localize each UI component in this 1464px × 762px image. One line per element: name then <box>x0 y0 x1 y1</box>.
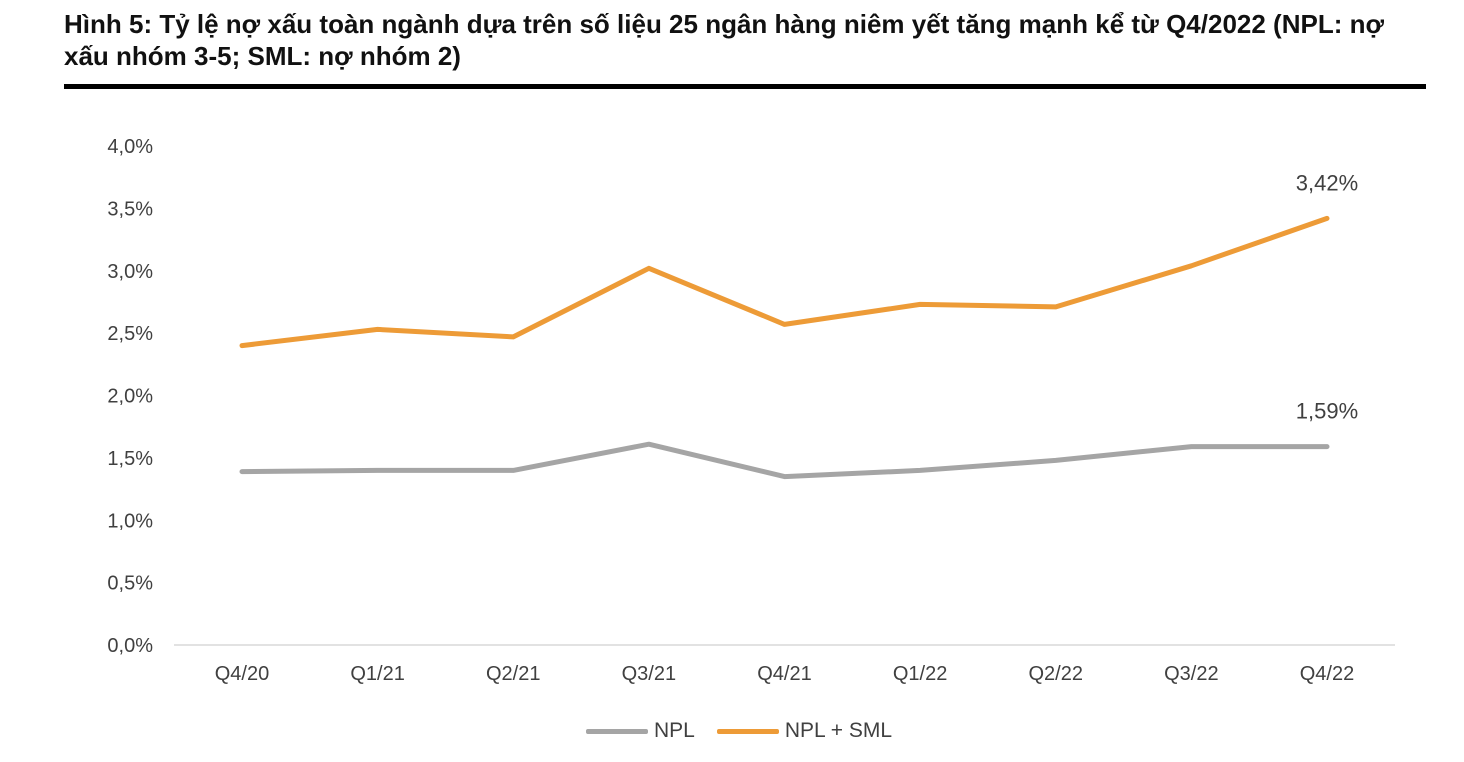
legend-item-npl-sml: NPL + SML <box>716 719 893 743</box>
y-tick-label: 0,0% <box>107 635 153 657</box>
y-tick-label: 2,5% <box>107 323 153 345</box>
series-lines <box>239 215 1330 480</box>
y-tick-label: 3,5% <box>107 198 153 220</box>
x-tick-label: Q4/22 <box>1300 663 1354 685</box>
x-tick-label: Q4/21 <box>757 663 811 685</box>
x-tick-label: Q4/20 <box>215 663 269 685</box>
legend-label: NPL <box>654 719 695 742</box>
data-labels: 1,59% 3,42% <box>1296 170 1358 423</box>
y-axis-labels: 0,0% 0,5% 1,0% 1,5% 2,0% 2,5% 3,0% 3,5% 4,0% <box>107 136 153 657</box>
x-tick-label: Q2/21 <box>486 663 540 685</box>
y-tick-label: 0,5% <box>107 573 153 595</box>
series-line-npl-sml <box>239 215 1330 349</box>
legend: NPL NPL + SML <box>586 716 914 746</box>
data-label-npl-sml: 3,42% <box>1296 170 1358 195</box>
y-tick-label: 2,0% <box>107 386 153 408</box>
legend-item-npl: NPL <box>586 719 695 743</box>
line-chart: 0,0% 0,5% 1,0% 1,5% 2,0% 2,5% 3,0% 3,5% 4,0% Q4/… <box>107 136 1395 685</box>
series-line-npl <box>239 441 1330 480</box>
chart-title: Hình 5: Tỷ lệ nợ xấu toàn ngành dựa trên… <box>64 9 1384 71</box>
x-axis-labels: Q4/20 Q1/21 Q2/21 Q3/21 Q4/21 Q1/22 Q2/22 Q3/22… <box>215 663 1354 685</box>
data-label-npl: 1,59% <box>1296 399 1358 424</box>
y-tick-label: 1,0% <box>107 510 153 532</box>
y-tick-label: 1,5% <box>107 448 153 470</box>
x-tick-label: Q2/22 <box>1029 663 1083 685</box>
x-tick-label: Q3/22 <box>1164 663 1218 685</box>
x-tick-label: Q1/21 <box>350 663 404 685</box>
legend-swatch <box>716 728 779 734</box>
x-tick-label: Q1/22 <box>893 663 947 685</box>
legend-label: NPL + SML <box>784 719 893 742</box>
y-tick-label: 4,0% <box>107 136 153 158</box>
title-rule <box>64 84 1426 89</box>
y-tick-label: 3,0% <box>107 261 153 283</box>
legend-swatch <box>586 728 648 734</box>
x-tick-label: Q3/21 <box>622 663 676 685</box>
